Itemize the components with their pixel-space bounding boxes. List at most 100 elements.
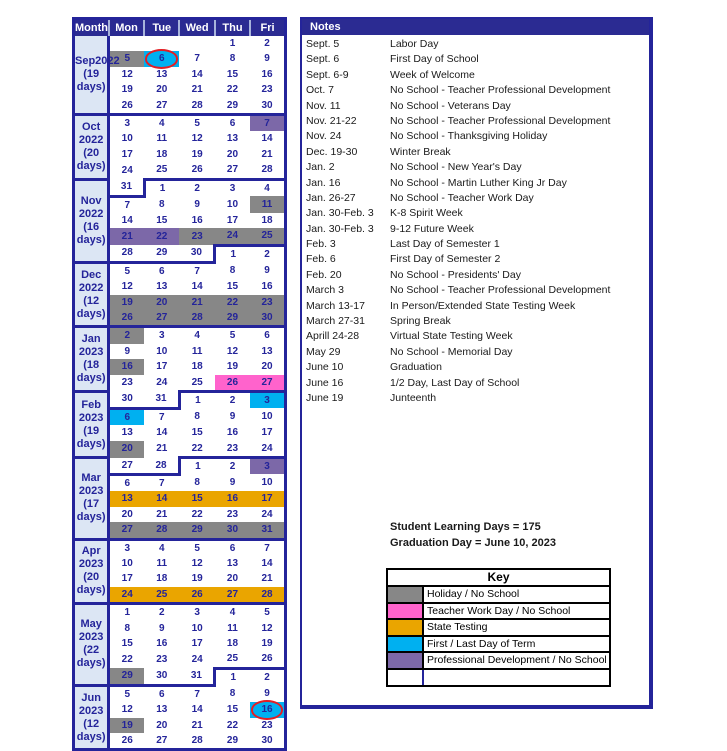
- day-cell: 3: [250, 457, 286, 475]
- day-cell: 20: [261, 361, 273, 373]
- month-label: May 2023 (22 days): [73, 602, 111, 686]
- day-cell: 11: [156, 133, 168, 145]
- note-date: Dec. 19-30: [306, 145, 358, 158]
- day-cell: 30: [250, 97, 286, 117]
- note-text: Labor Day: [390, 38, 439, 50]
- note-date: Feb. 3: [306, 238, 336, 251]
- key-row: State Testing: [388, 620, 609, 637]
- day-cell: 26: [179, 162, 215, 181]
- day-cell: 22: [121, 654, 133, 666]
- day-cell: 2: [108, 326, 145, 344]
- day-cell: 30: [144, 668, 180, 687]
- day-cell: 10: [121, 133, 133, 145]
- day-cell: 23: [261, 84, 273, 96]
- day-cell: 15: [226, 704, 239, 716]
- note-date: Jan. 26-27: [306, 191, 356, 204]
- calendar-table: Month Mon Tue Wed Thu Fri Sep2022 (19 days) 1 2 5 6…: [72, 17, 287, 751]
- day-cell: 1: [124, 607, 131, 619]
- day-cell: 18: [156, 148, 168, 160]
- month-name: Oct 2022: [78, 120, 104, 146]
- day-cell: 22: [226, 719, 239, 731]
- day-cell: 7: [194, 53, 200, 65]
- day-cell: 28: [250, 586, 286, 606]
- day-cell: 19: [191, 148, 203, 160]
- day-cell: 14: [191, 68, 203, 80]
- day-cell: 2: [229, 461, 236, 473]
- note-date: Oct. 7: [306, 84, 335, 97]
- note-row: Oct. 7 No School - Teacher Professional D…: [302, 83, 649, 98]
- day-cell: 26: [121, 734, 133, 746]
- note-date: Feb. 20: [306, 268, 342, 281]
- day-cell: 7: [124, 199, 131, 211]
- note-text: No School - Presidents' Day: [390, 268, 521, 281]
- day-cell: 28: [250, 162, 286, 181]
- day-cell: 27: [144, 309, 180, 329]
- day-cell: 6: [108, 408, 145, 426]
- day-cell: 7: [194, 688, 200, 700]
- note-date: Sept. 5: [306, 38, 340, 50]
- note-text: No School - New Year's Day: [390, 161, 522, 174]
- note-row: Sept. 6 First Day of School: [302, 52, 649, 67]
- month-days-count: (18 days): [76, 359, 106, 385]
- note-text: Graduation: [390, 361, 442, 374]
- day-cell: 12: [121, 68, 133, 80]
- day-cell: 8: [229, 53, 236, 65]
- note-text: 9-12 Future Week: [390, 222, 474, 235]
- note-date: Jan. 2: [306, 161, 335, 174]
- note-row: Jan. 30-Feb. 3 K-8 Spirit Week: [302, 206, 649, 221]
- day-cell: 13: [156, 281, 168, 293]
- key-row: First / Last Day of Term: [388, 636, 609, 654]
- day-cell: 19: [226, 361, 239, 373]
- day-cell: 1: [195, 461, 201, 473]
- day-cell: 16: [261, 68, 273, 80]
- month-label: Feb 2023 (19 days): [73, 389, 111, 458]
- note-date: Nov. 11: [306, 99, 341, 112]
- day-cell: 4: [264, 182, 270, 194]
- day-cell: 22: [144, 228, 180, 246]
- day-cell: 8: [159, 198, 165, 210]
- day-cell: 26: [179, 586, 215, 606]
- key-swatch: [388, 653, 424, 668]
- day-cell: 29: [144, 245, 180, 264]
- day-cell: 24: [214, 228, 251, 247]
- day-cell: 14: [156, 427, 168, 439]
- month-label: Jun 2023 (12 days): [73, 683, 111, 750]
- day-cell: 27: [108, 457, 145, 476]
- day-cell: 17: [121, 573, 133, 585]
- day-cell: 17: [261, 427, 273, 439]
- day-cell: [109, 36, 144, 51]
- note-row: June 10 Graduation: [302, 360, 649, 375]
- day-header-cell: Fri: [249, 18, 286, 36]
- month-days-count: (20 days): [76, 146, 106, 172]
- note-date: Jan. 30-Feb. 3: [306, 207, 374, 220]
- day-cell: 18: [156, 573, 168, 585]
- note-row: Nov. 11 No School - Veterans Day: [302, 99, 649, 114]
- day-cell: 20: [226, 148, 239, 160]
- key-title: Key: [388, 570, 609, 587]
- day-cell: 28: [144, 522, 180, 541]
- day-cell: 4: [159, 542, 165, 554]
- day-cell: 4: [159, 118, 165, 130]
- day-cell: 20: [226, 573, 239, 585]
- key-row: Holiday / No School: [388, 587, 609, 604]
- day-cell: 23: [121, 377, 133, 389]
- day-cell: 2: [159, 607, 165, 619]
- month-label: Sep2022 (19 days): [73, 36, 120, 115]
- month-name: May 2023: [78, 618, 104, 644]
- day-cell: 29: [214, 309, 251, 329]
- day-cell: 3: [124, 118, 131, 130]
- day-cell: 20: [121, 508, 133, 520]
- month-label: Mar 2023 (17 days): [73, 456, 111, 540]
- day-cell: 28: [179, 309, 215, 329]
- day-cell: 7: [250, 114, 286, 132]
- month-name: Jun 2023: [78, 691, 104, 717]
- day-cell: 13: [261, 345, 273, 357]
- day-cell: 12: [191, 133, 203, 145]
- note-date: Jan. 16: [306, 176, 341, 189]
- day-cell: 27: [156, 734, 168, 746]
- note-row: Jan. 2 No School - New Year's Day: [302, 160, 649, 175]
- day-cell: 6: [159, 688, 165, 700]
- note-text: No School - Thanksgiving Holiday: [390, 130, 548, 143]
- month-name: Mar 2023: [78, 472, 104, 498]
- note-row: Feb. 6 First Day of Semester 2: [302, 252, 649, 267]
